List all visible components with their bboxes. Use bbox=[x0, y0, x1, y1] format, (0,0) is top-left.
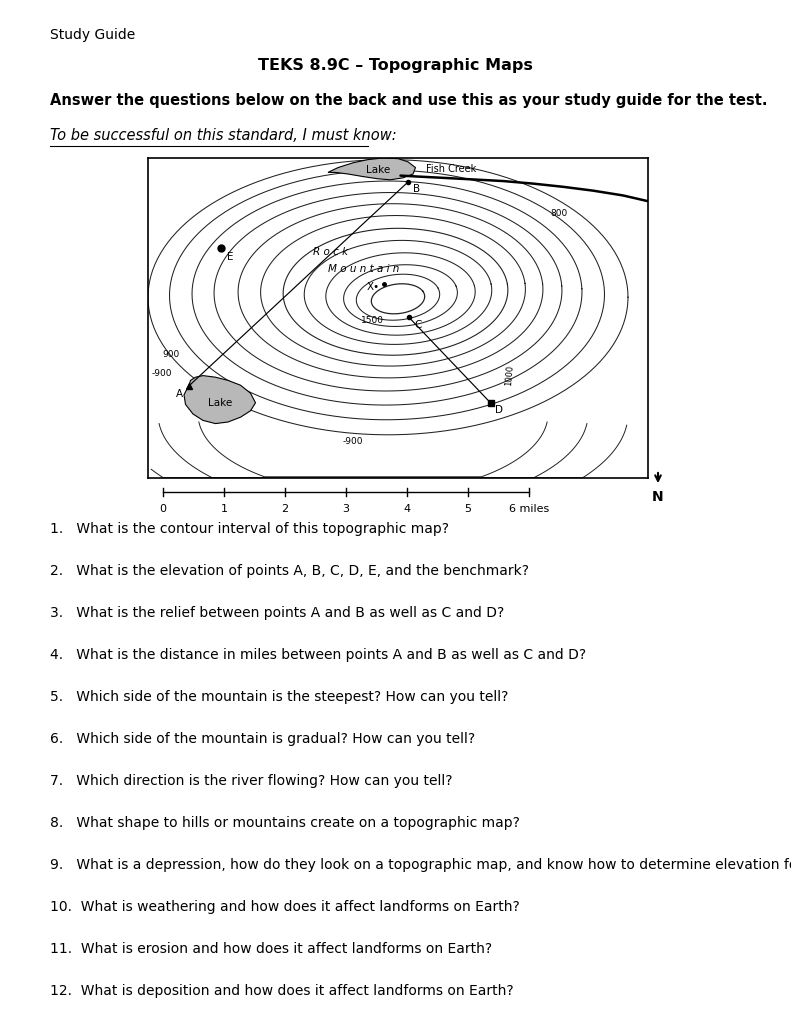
Text: A: A bbox=[176, 389, 183, 399]
Text: N: N bbox=[653, 490, 664, 504]
Text: 0: 0 bbox=[160, 504, 166, 514]
Text: 9.   What is a depression, how do they look on a topographic map, and know how t: 9. What is a depression, how do they loo… bbox=[50, 858, 791, 872]
Text: 5: 5 bbox=[464, 504, 471, 514]
Text: 8.   What shape to hills or mountains create on a topographic map?: 8. What shape to hills or mountains crea… bbox=[50, 816, 520, 830]
Text: 3.   What is the relief between points A and B as well as C and D?: 3. What is the relief between points A a… bbox=[50, 606, 504, 620]
Text: 5.   Which side of the mountain is the steepest? How can you tell?: 5. Which side of the mountain is the ste… bbox=[50, 690, 509, 705]
Text: 11.  What is erosion and how does it affect landforms on Earth?: 11. What is erosion and how does it affe… bbox=[50, 942, 492, 956]
Text: E: E bbox=[227, 252, 233, 262]
Text: Lake: Lake bbox=[366, 165, 390, 175]
Text: M o u n t a i n: M o u n t a i n bbox=[328, 264, 399, 274]
Text: 2: 2 bbox=[282, 504, 289, 514]
Text: To be successful on this standard, I must know:: To be successful on this standard, I mus… bbox=[50, 128, 396, 143]
Text: 7.   Which direction is the river flowing? How can you tell?: 7. Which direction is the river flowing?… bbox=[50, 774, 452, 788]
Text: 1000: 1000 bbox=[504, 365, 515, 386]
Text: 1.   What is the contour interval of this topographic map?: 1. What is the contour interval of this … bbox=[50, 522, 449, 536]
Text: 2.   What is the elevation of points A, B, C, D, E, and the benchmark?: 2. What is the elevation of points A, B,… bbox=[50, 564, 529, 578]
Text: Answer the questions below on the back and use this as your study guide for the : Answer the questions below on the back a… bbox=[50, 93, 767, 108]
Text: 6 miles: 6 miles bbox=[509, 504, 549, 514]
Text: Study Guide: Study Guide bbox=[50, 28, 135, 42]
Text: 4: 4 bbox=[403, 504, 411, 514]
Text: Lake: Lake bbox=[208, 397, 233, 408]
Text: B: B bbox=[413, 184, 420, 195]
Polygon shape bbox=[184, 376, 255, 424]
Text: 3: 3 bbox=[343, 504, 350, 514]
Text: X•: X• bbox=[367, 282, 380, 292]
Polygon shape bbox=[328, 158, 415, 180]
Text: 10.  What is weathering and how does it affect landforms on Earth?: 10. What is weathering and how does it a… bbox=[50, 900, 520, 914]
Text: 12.  What is deposition and how does it affect landforms on Earth?: 12. What is deposition and how does it a… bbox=[50, 984, 513, 998]
Text: 800: 800 bbox=[551, 210, 568, 218]
Text: 900: 900 bbox=[162, 350, 180, 359]
Text: R o c k: R o c k bbox=[313, 248, 348, 257]
Text: TEKS 8.9C – Topographic Maps: TEKS 8.9C – Topographic Maps bbox=[258, 58, 532, 73]
Text: -900: -900 bbox=[343, 436, 363, 445]
Text: -900: -900 bbox=[152, 370, 172, 379]
Text: Fish Creek: Fish Creek bbox=[426, 164, 475, 174]
Text: C: C bbox=[414, 319, 422, 330]
Text: 1: 1 bbox=[221, 504, 228, 514]
Text: D: D bbox=[495, 406, 504, 415]
Text: 6.   Which side of the mountain is gradual? How can you tell?: 6. Which side of the mountain is gradual… bbox=[50, 732, 475, 746]
Text: 1500: 1500 bbox=[361, 316, 384, 325]
Text: 4.   What is the distance in miles between points A and B as well as C and D?: 4. What is the distance in miles between… bbox=[50, 648, 586, 662]
